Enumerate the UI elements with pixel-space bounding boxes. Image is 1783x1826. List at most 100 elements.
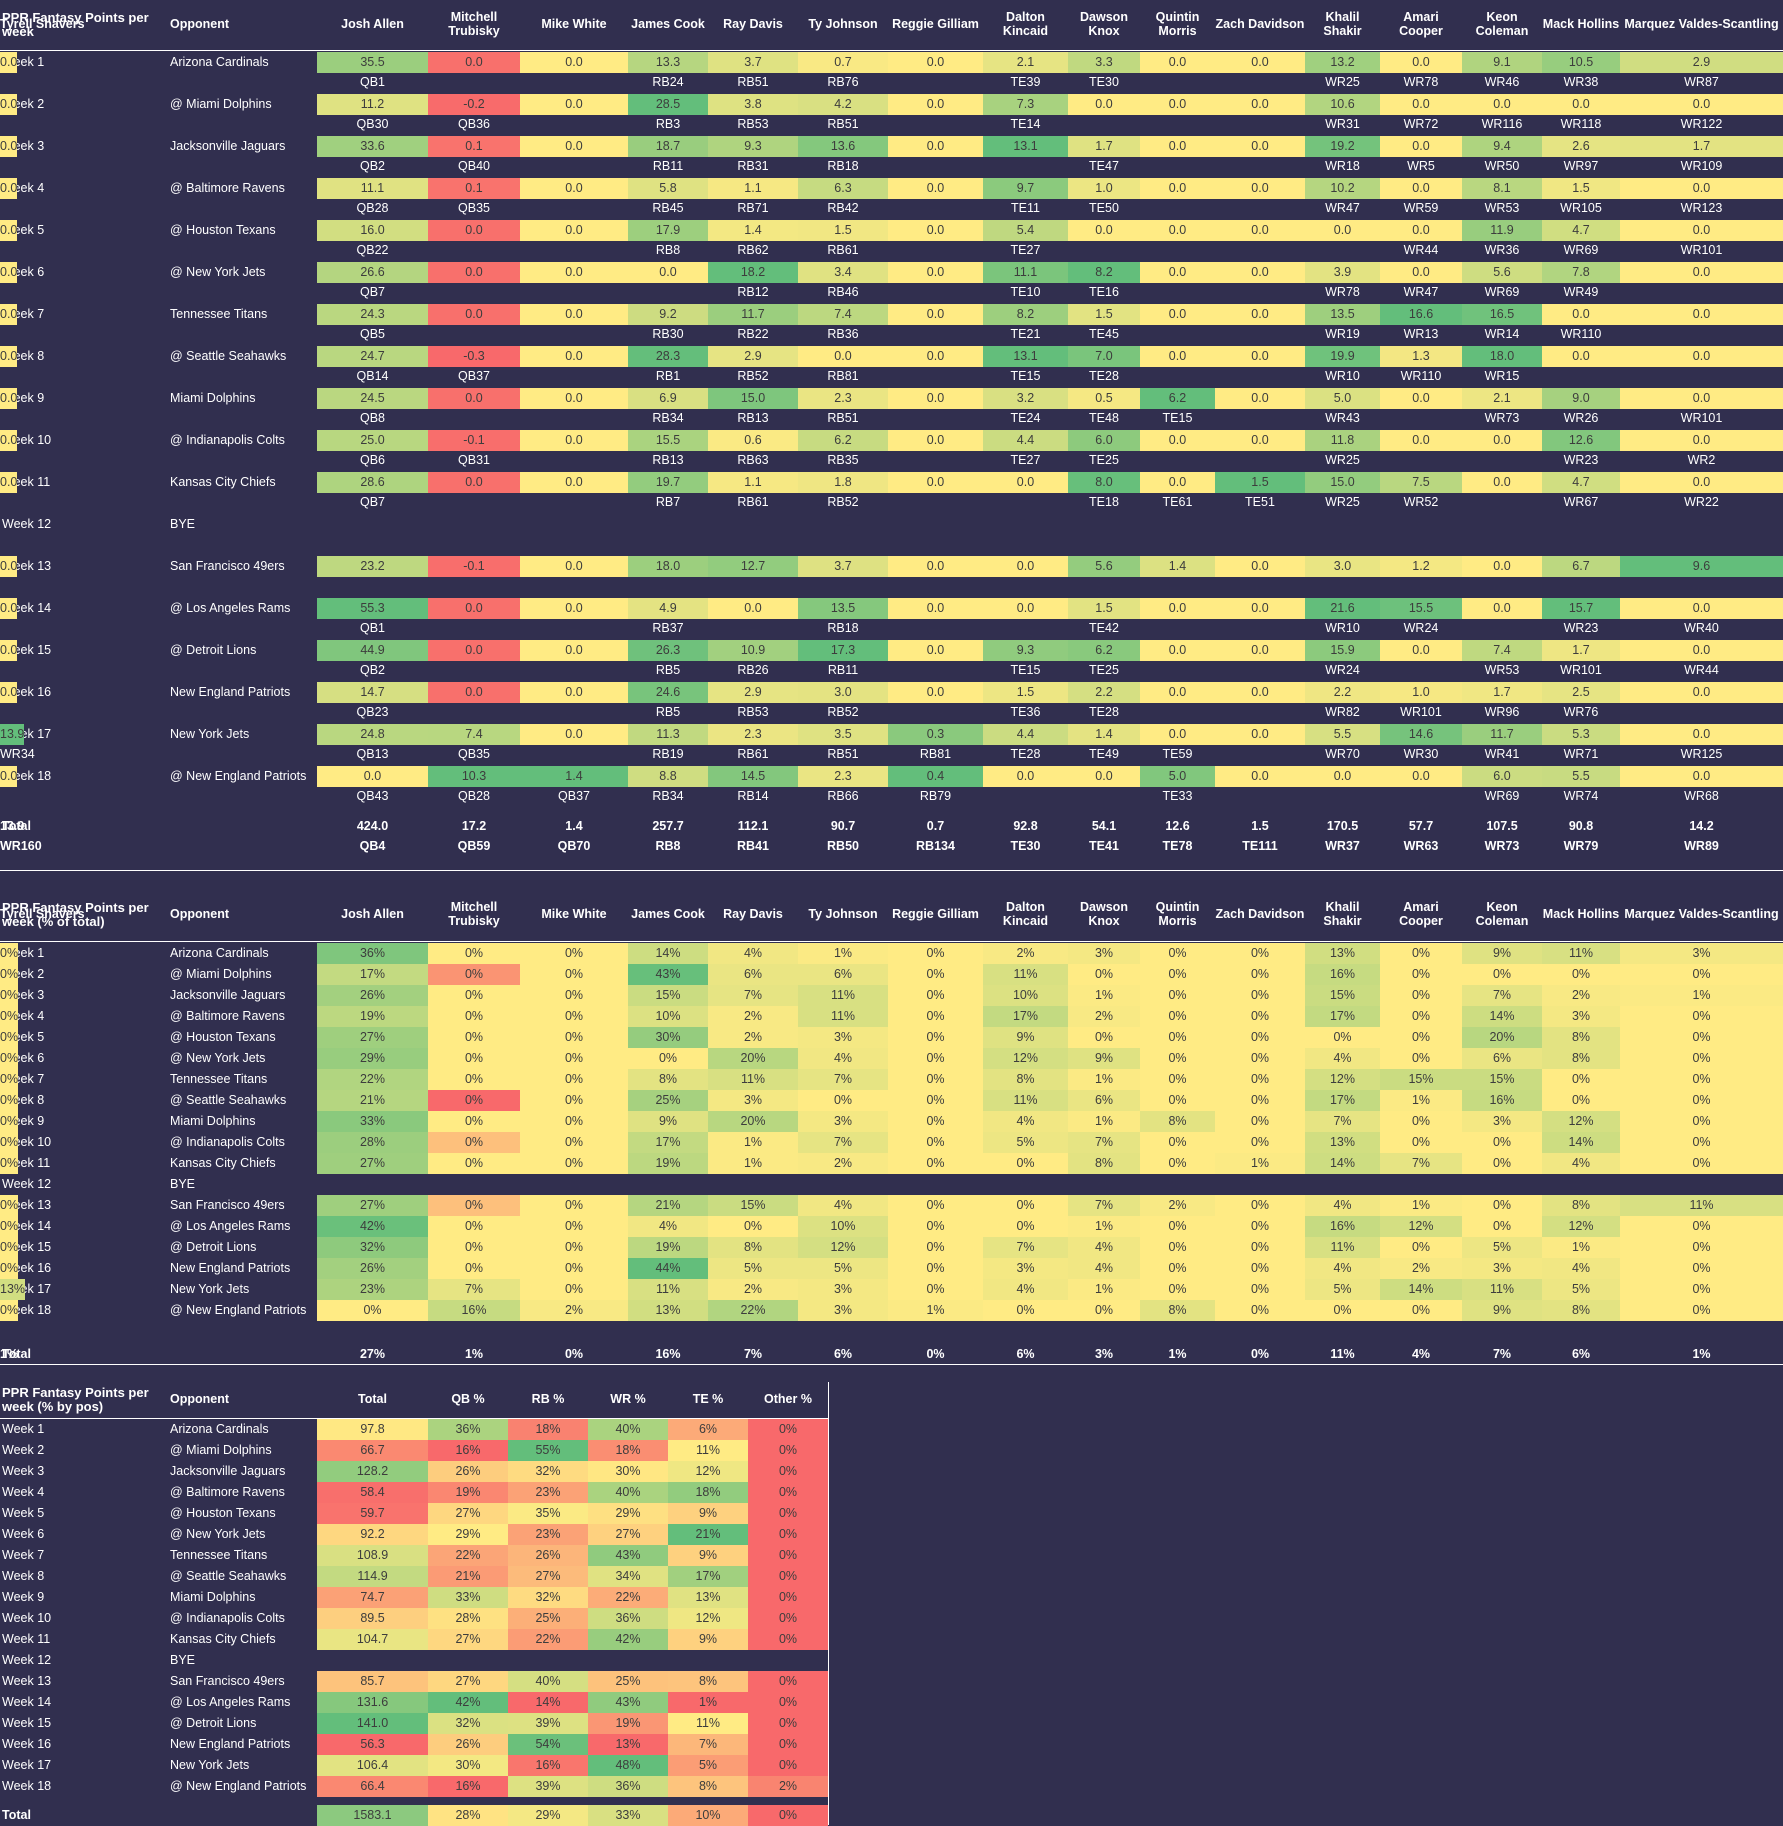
table2-pct-cell[interactable]: 0% <box>983 1300 1068 1321</box>
table2-pct-cell[interactable]: 0% <box>888 1258 983 1279</box>
table2-pct-cell[interactable]: 0% <box>428 1006 520 1027</box>
table1-points-cell[interactable]: 0.7 <box>798 52 888 73</box>
table3-cell[interactable]: 42% <box>428 1692 508 1713</box>
table1-points-cell[interactable]: 2.9 <box>708 346 798 367</box>
table3-cell[interactable]: 5% <box>668 1755 748 1776</box>
table1-points-cell[interactable]: 19.2 <box>1305 136 1380 157</box>
table3-cell[interactable]: 11% <box>668 1713 748 1734</box>
table2-pct-cell[interactable]: 4% <box>628 1216 708 1237</box>
table1-points-cell[interactable]: 15.5 <box>1380 598 1462 619</box>
table1-points-cell[interactable]: 1.4 <box>1068 724 1140 745</box>
table3-cell[interactable]: 74.7 <box>317 1587 428 1608</box>
table2-pct-cell[interactable]: 0% <box>428 1069 520 1090</box>
table1-points-cell[interactable]: 18.7 <box>628 136 708 157</box>
table1-points-cell[interactable]: 0.0 <box>1620 724 1783 745</box>
table2-pct-cell[interactable]: 14% <box>1305 1153 1380 1174</box>
table1-points-cell[interactable]: 1.7 <box>1068 136 1140 157</box>
table2-pct-cell[interactable]: 0% <box>0 1216 19 1237</box>
table1-points-cell[interactable]: 7.0 <box>1068 346 1140 367</box>
table1-points-cell[interactable]: 0.0 <box>888 598 983 619</box>
table2-pct-cell[interactable]: 10% <box>798 1216 888 1237</box>
table3-cell[interactable]: 66.4 <box>317 1776 428 1797</box>
table1-points-cell[interactable]: 9.3 <box>708 136 798 157</box>
table1-points-cell[interactable]: 3.4 <box>798 262 888 283</box>
table1-points-cell[interactable]: 0.0 <box>0 682 18 703</box>
table1-points-cell[interactable]: 16.5 <box>1462 304 1542 325</box>
table2-pct-cell[interactable]: 4% <box>1305 1048 1380 1069</box>
table2-pct-cell[interactable]: 0% <box>520 1237 628 1258</box>
table3-cell[interactable]: 59.7 <box>317 1503 428 1524</box>
table1-points-cell[interactable]: 0.0 <box>1620 346 1783 367</box>
table3-cell[interactable]: 25% <box>588 1671 668 1692</box>
table1-total-cell[interactable]: 54.1 <box>1091 818 1117 833</box>
table3-cell[interactable]: 22% <box>588 1587 668 1608</box>
table1-points-cell[interactable]: 11.7 <box>1462 724 1542 745</box>
table1-points-cell[interactable]: 0.3 <box>888 724 983 745</box>
table2-pct-cell[interactable]: 0% <box>1215 1195 1305 1216</box>
table2-total-cell[interactable]: 4% <box>1411 1346 1431 1361</box>
table2-pct-cell[interactable]: 0% <box>1620 1132 1783 1153</box>
table1-points-cell[interactable]: 1.5 <box>798 220 888 241</box>
table2-pct-cell[interactable]: 0% <box>520 964 628 985</box>
table2-pct-cell[interactable]: 43% <box>628 964 708 985</box>
table1-points-cell[interactable]: 1.3 <box>1380 346 1462 367</box>
table2-pct-cell[interactable]: 12% <box>1542 1216 1620 1237</box>
table3-cell[interactable]: 131.6 <box>317 1692 428 1713</box>
table3-cell[interactable]: 27% <box>428 1629 508 1650</box>
table1-points-cell[interactable]: 0.0 <box>1068 94 1140 115</box>
table2-pct-cell[interactable]: 0% <box>520 1279 628 1300</box>
table1-points-cell[interactable]: 1.4 <box>1140 556 1215 577</box>
table1-points-cell[interactable]: 8.2 <box>983 304 1068 325</box>
table2-pct-cell[interactable]: 0% <box>428 964 520 985</box>
table2-pct-cell[interactable]: 0% <box>428 943 520 964</box>
table1-points-cell[interactable]: 5.3 <box>1542 724 1620 745</box>
table2-pct-cell[interactable]: 0% <box>1305 1300 1380 1321</box>
table1-points-cell[interactable]: 1.5 <box>1068 598 1140 619</box>
table1-points-cell[interactable]: 4.4 <box>983 430 1068 451</box>
table1-points-cell[interactable]: 0.0 <box>983 598 1068 619</box>
table2-pct-cell[interactable]: 13% <box>1305 1132 1380 1153</box>
table2-pct-cell[interactable]: 0% <box>888 1006 983 1027</box>
table3-cell[interactable]: 26% <box>508 1545 588 1566</box>
table1-points-cell[interactable]: 2.3 <box>708 724 798 745</box>
table2-pct-cell[interactable]: 0% <box>0 1027 19 1048</box>
table1-points-cell[interactable]: 10.2 <box>1305 178 1380 199</box>
table1-points-cell[interactable]: 0.0 <box>1380 52 1462 73</box>
table2-pct-cell[interactable]: 0% <box>1140 1027 1215 1048</box>
table2-pct-cell[interactable]: 7% <box>798 1132 888 1153</box>
table1-points-cell[interactable]: 6.7 <box>1542 556 1620 577</box>
table1-points-cell[interactable]: 0.0 <box>0 304 18 325</box>
table2-pct-cell[interactable]: 0% <box>1140 1279 1215 1300</box>
table1-points-cell[interactable]: 11.1 <box>317 178 428 199</box>
table3-cell[interactable]: 32% <box>508 1587 588 1608</box>
table2-pct-cell[interactable]: 0% <box>0 1153 19 1174</box>
table2-pct-cell[interactable]: 13% <box>1305 943 1380 964</box>
table1-points-cell[interactable]: 7.4 <box>798 304 888 325</box>
table2-pct-cell[interactable]: 20% <box>1462 1027 1542 1048</box>
table2-pct-cell[interactable]: 1% <box>1620 985 1783 1006</box>
table2-pct-cell[interactable]: 0% <box>1068 1300 1140 1321</box>
table2-pct-cell[interactable]: 32% <box>317 1237 428 1258</box>
table2-pct-cell[interactable]: 0% <box>1462 1153 1542 1174</box>
table2-pct-cell[interactable]: 0% <box>1215 943 1305 964</box>
table1-points-cell[interactable]: 0.0 <box>520 724 628 745</box>
table2-total-cell[interactable]: 0% <box>1250 1346 1270 1361</box>
table2-pct-cell[interactable]: 0% <box>888 1027 983 1048</box>
table2-pct-cell[interactable]: 0% <box>1215 1258 1305 1279</box>
table1-points-cell[interactable]: 0.0 <box>520 640 628 661</box>
table1-points-cell[interactable]: -0.3 <box>428 346 520 367</box>
table2-pct-cell[interactable]: 26% <box>317 985 428 1006</box>
table1-points-cell[interactable]: 12.7 <box>708 556 798 577</box>
table2-pct-cell[interactable]: 0% <box>0 964 19 985</box>
table2-pct-cell[interactable]: 0% <box>1215 1048 1305 1069</box>
table1-points-cell[interactable]: 0.0 <box>428 472 520 493</box>
table2-pct-cell[interactable]: 0% <box>628 1048 708 1069</box>
table1-points-cell[interactable]: 6.2 <box>1140 388 1215 409</box>
table2-total-cell[interactable]: 0% <box>564 1346 584 1361</box>
table2-pct-cell[interactable]: 5% <box>1462 1237 1542 1258</box>
table1-points-cell[interactable]: 1.5 <box>1068 304 1140 325</box>
table1-points-cell[interactable]: 0.0 <box>428 388 520 409</box>
table1-points-cell[interactable]: 0.0 <box>1215 136 1305 157</box>
table3-cell[interactable]: 12% <box>668 1608 748 1629</box>
table3-cell[interactable]: 27% <box>428 1503 508 1524</box>
